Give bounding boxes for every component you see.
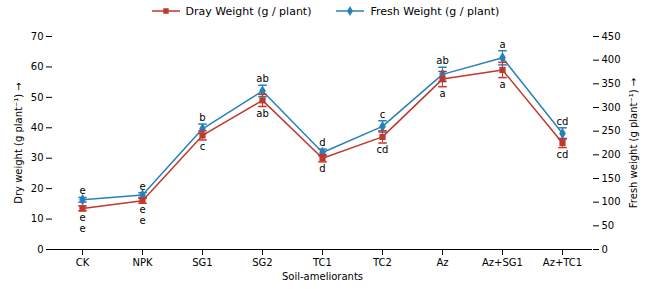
svg-text:e: e: [79, 223, 85, 234]
svg-text:0: 0: [37, 244, 43, 255]
svg-text:e: e: [79, 212, 85, 223]
svg-text:d: d: [319, 137, 325, 148]
svg-text:400: 400: [602, 54, 621, 65]
svg-text:ab: ab: [256, 108, 268, 119]
svg-text:a: a: [499, 39, 505, 50]
svg-text:150: 150: [602, 173, 621, 184]
svg-text:e: e: [139, 215, 145, 226]
svg-text:e: e: [79, 185, 85, 196]
svg-text:350: 350: [602, 78, 621, 89]
svg-text:200: 200: [602, 149, 621, 160]
svg-text:e: e: [139, 181, 145, 192]
svg-text:cd: cd: [377, 144, 389, 155]
svg-text:cd: cd: [557, 149, 569, 160]
svg-text:Az+TC1: Az+TC1: [543, 257, 582, 268]
svg-text:30: 30: [31, 152, 44, 163]
svg-text:SG2: SG2: [252, 257, 272, 268]
svg-text:10: 10: [31, 213, 44, 224]
svg-text:70: 70: [31, 31, 44, 42]
svg-text:NPK: NPK: [132, 257, 153, 268]
svg-text:40: 40: [31, 122, 44, 133]
svg-text:60: 60: [31, 61, 44, 72]
svg-text:e: e: [139, 204, 145, 215]
svg-text:50: 50: [31, 92, 44, 103]
svg-text:ab: ab: [256, 73, 268, 84]
svg-text:Dry weight (g plant⁻¹) →: Dry weight (g plant⁻¹) →: [13, 82, 24, 204]
svg-text:50: 50: [602, 220, 615, 231]
svg-text:20: 20: [31, 183, 44, 194]
svg-text:TC1: TC1: [312, 257, 332, 268]
svg-text:Soil-ameliorants: Soil-ameliorants: [282, 271, 363, 282]
svg-text:100: 100: [602, 196, 621, 207]
svg-text:TC2: TC2: [372, 257, 392, 268]
svg-text:SG1: SG1: [192, 257, 212, 268]
svg-text:a: a: [499, 79, 505, 90]
svg-text:d: d: [319, 163, 325, 174]
svg-text:Az+SG1: Az+SG1: [482, 257, 523, 268]
svg-text:250: 250: [602, 125, 621, 136]
svg-text:Az: Az: [436, 257, 448, 268]
svg-text:0: 0: [602, 244, 608, 255]
html-text:Fresh Weight (g / plant): Fresh Weight (g / plant): [370, 4, 500, 18]
svg-text:c: c: [380, 109, 386, 120]
svg-text:300: 300: [602, 102, 621, 113]
html-text:Dray Weight (g / plant): Dray Weight (g / plant): [185, 4, 312, 18]
svg-text:450: 450: [602, 31, 621, 42]
svg-text:c: c: [200, 141, 206, 152]
svg-text:Fresh weight (g plant⁻¹) →: Fresh weight (g plant⁻¹) →: [628, 78, 639, 208]
svg-text:a: a: [439, 88, 445, 99]
svg-text:CK: CK: [76, 257, 90, 268]
svg-text:ab: ab: [436, 55, 448, 66]
svg-text:b: b: [199, 112, 205, 123]
svg-text:cd: cd: [557, 116, 569, 127]
